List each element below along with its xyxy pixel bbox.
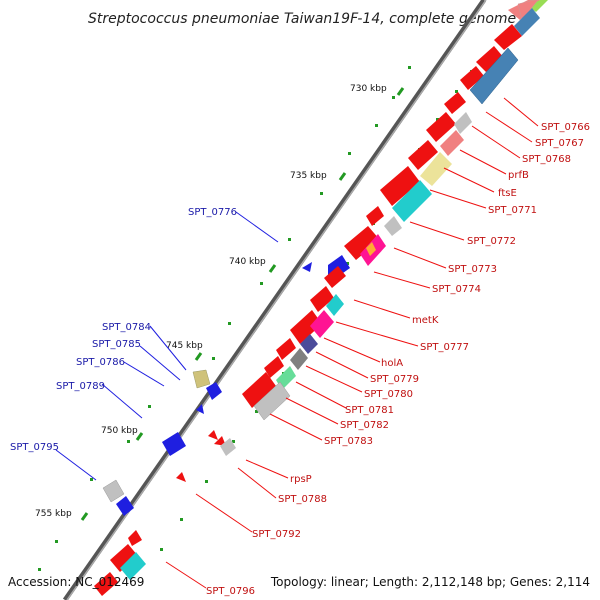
- gene-label-SPT_0777: SPT_0777: [420, 342, 469, 353]
- gene-label-SPT_0786: SPT_0786: [76, 357, 125, 368]
- gene-label-SPT_0773: SPT_0773: [448, 264, 497, 275]
- tick-dots: [38, 66, 473, 571]
- gene-label-SPT_0767: SPT_0767: [535, 138, 584, 149]
- gene-label-rpsP: rpsP: [290, 474, 312, 485]
- topology-text: Topology: linear; Length: 2,112,148 bp; …: [270, 575, 590, 589]
- tick-label-740: 740 kbp: [229, 257, 266, 267]
- tick-label-755: 755 kbp: [35, 509, 72, 519]
- gene-label-SPT_0785: SPT_0785: [92, 339, 141, 350]
- gene-label-SPT_0774: SPT_0774: [432, 284, 481, 295]
- gene-label-SPT_0789: SPT_0789: [56, 381, 105, 392]
- gene-label-SPT_0781: SPT_0781: [345, 405, 394, 416]
- plus-gene-labels: SPT_0766 SPT_0767 SPT_0768 prfB ftsE SPT…: [206, 122, 590, 597]
- minus-gene-labels: SPT_0776 SPT_0784 SPT_0785 SPT_0786 SPT_…: [10, 207, 237, 453]
- gene-label-SPT_0782: SPT_0782: [340, 420, 389, 431]
- genome-backbone: [62, 0, 487, 600]
- minus-leader-lines: [55, 211, 279, 481]
- gene-label-SPT_0796: SPT_0796: [206, 586, 255, 597]
- map-title: Streptococcus pneumoniae Taiwan19F-14, c…: [88, 11, 516, 27]
- tick-label-750: 750 kbp: [101, 426, 138, 436]
- gene-label-SPT_0783: SPT_0783: [324, 436, 373, 447]
- gene-label-metK: metK: [412, 315, 439, 326]
- accession-text: Accession: NC_012469: [8, 575, 144, 589]
- tick-label-745: 745 kbp: [166, 341, 203, 351]
- gene-label-SPT_0766: SPT_0766: [541, 122, 590, 133]
- gene-label-SPT_0788: SPT_0788: [278, 494, 327, 505]
- gene-label-SPT_0784: SPT_0784: [102, 322, 151, 333]
- gene-label-SPT_0795: SPT_0795: [10, 442, 59, 453]
- gene-label-SPT_0772: SPT_0772: [467, 236, 516, 247]
- gene-label-SPT_0780: SPT_0780: [364, 389, 413, 400]
- gene-label-SPT_0771: SPT_0771: [488, 205, 537, 216]
- gene-label-holA: holA: [381, 358, 403, 369]
- gene-label-prfB: prfB: [508, 170, 529, 181]
- gene-label-ftsE: ftsE: [498, 188, 517, 199]
- colored-gene-blocks: [120, 0, 540, 580]
- gene-label-SPT_0792: SPT_0792: [252, 529, 301, 540]
- gene-label-SPT_0768: SPT_0768: [522, 154, 571, 165]
- plus-leader-lines: [165, 97, 539, 589]
- tick-label-730: 730 kbp: [350, 84, 387, 94]
- minus-strand-features: [102, 255, 350, 516]
- tick-label-735: 735 kbp: [290, 171, 327, 181]
- gene-label-SPT_0776: SPT_0776: [188, 207, 237, 218]
- kbp-tick-marks: [80, 87, 405, 521]
- gene-label-SPT_0779: SPT_0779: [370, 374, 419, 385]
